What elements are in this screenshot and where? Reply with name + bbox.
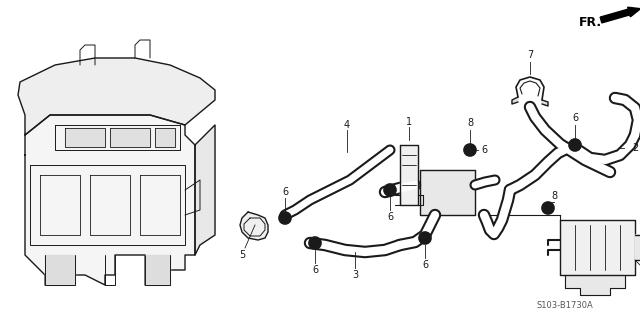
Polygon shape	[145, 255, 170, 285]
Polygon shape	[65, 128, 105, 147]
Circle shape	[279, 212, 291, 224]
Polygon shape	[420, 170, 475, 215]
Circle shape	[384, 184, 396, 196]
Text: 4: 4	[344, 120, 350, 130]
Text: 6: 6	[572, 113, 578, 123]
Text: 3: 3	[352, 270, 358, 280]
Text: 5: 5	[239, 250, 245, 260]
Circle shape	[464, 144, 476, 156]
Text: 1: 1	[406, 117, 412, 127]
Text: 6: 6	[312, 265, 318, 275]
Circle shape	[309, 237, 321, 249]
Polygon shape	[155, 128, 175, 147]
Text: FR.: FR.	[579, 16, 602, 28]
Circle shape	[542, 202, 554, 214]
Polygon shape	[45, 255, 75, 285]
Polygon shape	[542, 100, 548, 106]
Text: 8: 8	[551, 191, 557, 201]
Polygon shape	[400, 145, 418, 205]
Circle shape	[569, 139, 581, 151]
Text: 2: 2	[632, 143, 638, 153]
FancyArrow shape	[600, 7, 640, 23]
Polygon shape	[635, 235, 640, 260]
Text: 6: 6	[481, 145, 487, 155]
Circle shape	[419, 232, 431, 244]
Text: 6: 6	[422, 260, 428, 270]
Polygon shape	[560, 220, 635, 275]
Text: 6: 6	[282, 187, 288, 197]
Polygon shape	[240, 212, 268, 240]
Polygon shape	[18, 58, 215, 135]
Text: 8: 8	[467, 118, 473, 128]
Polygon shape	[512, 97, 518, 104]
Text: 6: 6	[387, 212, 393, 222]
Polygon shape	[565, 275, 625, 295]
Text: 7: 7	[527, 50, 533, 60]
Text: S103-B1730A: S103-B1730A	[536, 300, 593, 309]
Polygon shape	[25, 115, 195, 285]
Polygon shape	[110, 128, 150, 147]
Polygon shape	[195, 125, 215, 255]
